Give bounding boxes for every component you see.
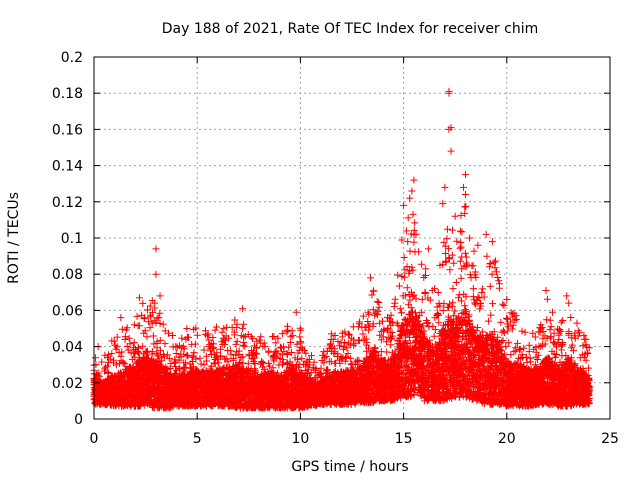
- roti-peak-point: [445, 125, 453, 133]
- roti-peak-point: [503, 296, 511, 304]
- x-tick-label: 10: [291, 431, 309, 447]
- y-tick-label: 0: [74, 412, 83, 428]
- roti-peak-point: [431, 285, 439, 293]
- roti-peak-point: [441, 183, 449, 191]
- roti-peak-point: [406, 194, 414, 202]
- roti-peak-point: [447, 147, 455, 155]
- roti-peak-point: [439, 200, 447, 208]
- y-tick-label: 0.06: [52, 303, 83, 319]
- roti-peak-point: [459, 183, 467, 191]
- roti-peak-point: [542, 286, 550, 294]
- x-tick-label: 20: [498, 431, 516, 447]
- roti-peak-point: [482, 230, 490, 238]
- roti-peak-point: [445, 89, 453, 97]
- x-tick-label: 5: [193, 431, 202, 447]
- roti-peak-point: [152, 245, 160, 253]
- tick-labels-layer: 0 0.02 0.04 0.06 0.08 0.1 0.12 0.14 0.16 0.18 0.2 0…: [52, 50, 619, 447]
- x-tick-label: 25: [601, 431, 619, 447]
- roti-peak-point: [462, 191, 470, 199]
- roti-peak-point: [117, 314, 125, 322]
- roti-peak-point: [156, 292, 164, 300]
- roti-peak-point: [292, 308, 300, 316]
- y-tick-label: 0.2: [61, 50, 83, 66]
- roti-peak-point: [404, 238, 412, 246]
- y-tick-label: 0.16: [52, 122, 83, 138]
- y-tick-label: 0.1: [61, 231, 83, 247]
- roti-peak-point: [152, 270, 160, 278]
- roti-peak-point: [367, 274, 375, 282]
- roti-peak-point: [424, 245, 432, 253]
- roti-peak-point: [408, 187, 416, 195]
- roti-peak-point: [412, 230, 420, 238]
- roti-peak-point: [135, 294, 143, 302]
- roti-peak-point: [400, 201, 408, 209]
- roti-peak-point: [327, 330, 335, 338]
- x-tick-label: 15: [395, 431, 413, 447]
- roti-peak-point: [183, 325, 191, 332]
- roti-peak-point: [486, 259, 494, 267]
- roti-peak-point: [488, 238, 496, 246]
- y-tick-label: 0.08: [52, 267, 83, 283]
- y-axis-label: ROTI / TECUs: [6, 192, 22, 284]
- y-tick-label: 0.18: [52, 86, 83, 102]
- roti-peak-point: [573, 319, 581, 327]
- ticks-layer: [93, 56, 611, 420]
- roti-peak-point: [563, 292, 571, 300]
- roti-peak-point: [565, 299, 573, 307]
- roti-peak-point: [410, 176, 418, 184]
- roti-peak-point: [239, 305, 247, 313]
- roti-peak-point: [462, 171, 470, 179]
- y-tick-label: 0.12: [52, 195, 83, 211]
- x-axis-label: GPS time / hours: [291, 459, 408, 475]
- roti-peak-point: [474, 241, 482, 249]
- chart-title: Day 188 of 2021, Rate Of TEC Index for r…: [162, 21, 538, 37]
- points-layer: [90, 87, 593, 412]
- roti-peak-point: [451, 212, 459, 220]
- x-tick-label: 0: [90, 431, 99, 447]
- y-tick-label: 0.14: [52, 159, 83, 175]
- y-tick-label: 0.02: [52, 376, 83, 392]
- y-tick-label: 0.04: [52, 340, 83, 356]
- roti-data-points: [90, 203, 593, 412]
- roti-peak-point: [466, 234, 474, 242]
